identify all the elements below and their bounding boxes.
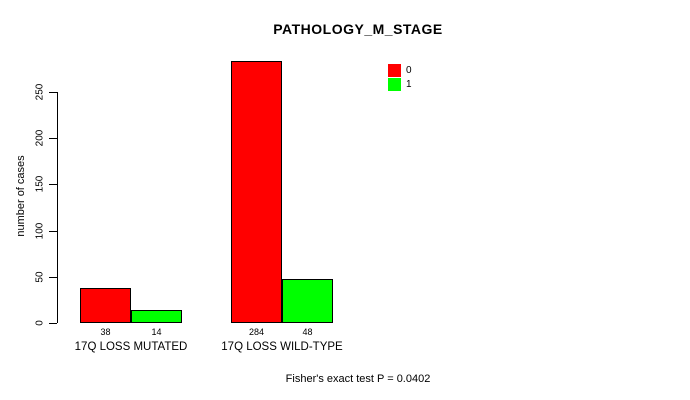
legend-label: 0	[406, 65, 412, 76]
legend-label: 1	[406, 79, 412, 90]
y-tick-label: 200	[34, 129, 46, 147]
legend-swatch	[388, 64, 401, 77]
category-label: 17Q LOSS WILD-TYPE	[221, 341, 343, 353]
y-tick-label: 100	[34, 222, 46, 239]
bar-series1-group0	[131, 310, 182, 323]
y-axis-label: number of cases	[15, 155, 27, 237]
y-tick-mark	[49, 276, 57, 278]
y-tick-label: 0	[34, 320, 46, 326]
bar-series0-group1	[231, 60, 282, 323]
y-tick-mark	[49, 184, 57, 186]
bar-value-label: 284	[248, 327, 265, 337]
y-tick-label: 50	[34, 271, 46, 283]
bar-value-label: 14	[151, 327, 162, 337]
legend-swatch	[388, 78, 401, 91]
chart-title: PATHOLOGY_M_STAGE	[273, 21, 443, 37]
y-tick-label: 250	[34, 83, 46, 101]
bar-value-label: 48	[302, 327, 313, 337]
y-tick-mark	[49, 92, 57, 94]
fisher-test-annotation: Fisher's exact test P = 0.0402	[285, 373, 431, 385]
legend-item: 0	[388, 64, 412, 77]
bar-series0-group0	[80, 287, 131, 323]
y-axis-line	[57, 92, 58, 323]
y-tick-label: 150	[34, 176, 46, 193]
y-tick-mark	[49, 138, 57, 140]
y-tick-mark	[49, 323, 57, 324]
legend-item: 1	[388, 78, 412, 91]
y-tick-mark	[49, 230, 57, 232]
category-label: 17Q LOSS MUTATED	[74, 341, 188, 353]
bar-series1-group1	[282, 278, 333, 323]
bar-value-label: 38	[100, 327, 111, 337]
